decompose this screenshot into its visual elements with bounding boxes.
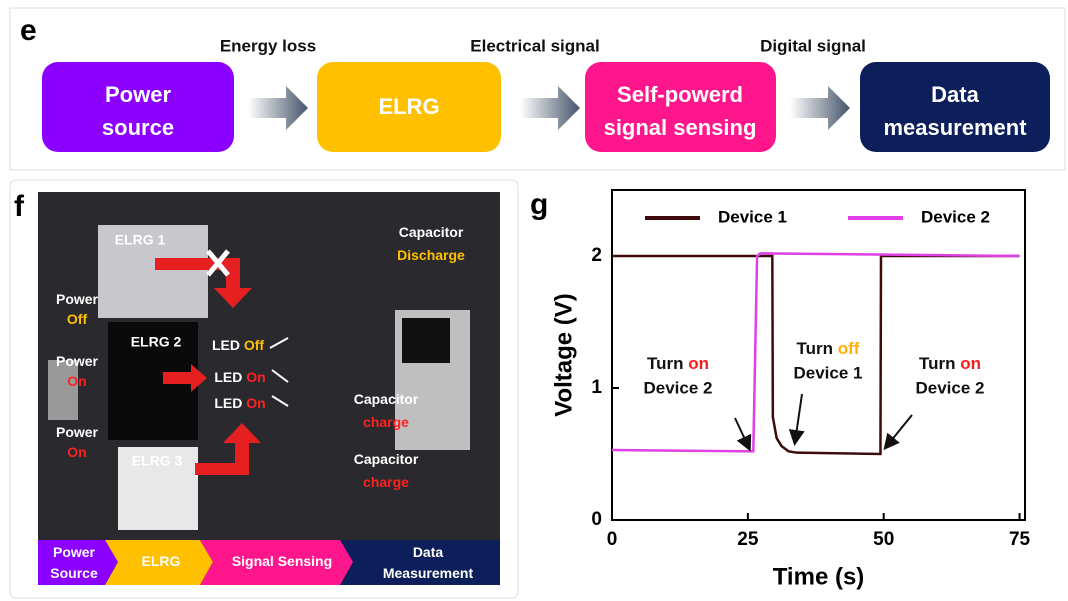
legend-label: Device 2 xyxy=(921,207,990,226)
switch xyxy=(48,360,78,420)
flow-label: ELRG xyxy=(142,553,181,569)
x-axis-label: Time (s) xyxy=(773,563,865,590)
annotation-device: Device 1 xyxy=(794,363,863,382)
figure: e Energy loss Electrical signal Digital … xyxy=(0,0,1068,601)
chart: 0 25 50 75 0 1 2 Time (s) Voltage (V) Device 1 Dev… xyxy=(550,190,1030,590)
annotation-text: Turn xyxy=(919,354,956,373)
annotation-arrow xyxy=(795,394,802,442)
page: e Energy loss Electrical signal Digital … xyxy=(0,0,1068,601)
annotation-text: Turn xyxy=(797,339,834,358)
annotation: Turn on xyxy=(647,354,709,373)
flow-label: Signal Sensing xyxy=(232,553,332,569)
annotation-state: off xyxy=(838,339,860,358)
annotation-device: Device 2 xyxy=(916,378,985,397)
panel-label: f xyxy=(14,190,25,223)
annotation-device: Device 2 xyxy=(644,378,713,397)
x-tick-label: 50 xyxy=(873,529,894,550)
annotation-text: Turn xyxy=(647,354,684,373)
led-label: LED On xyxy=(214,395,265,411)
device-label: ELRG 3 xyxy=(132,453,183,469)
flow-label: Electrical signal xyxy=(470,36,599,55)
x-tick-label: 75 xyxy=(1009,529,1031,550)
screen xyxy=(402,318,450,363)
box-label: ELRG xyxy=(378,94,439,119)
device-label: ELRG 1 xyxy=(115,232,166,248)
flow-label: Digital signal xyxy=(760,36,866,55)
y-tick-label: 1 xyxy=(591,377,602,398)
panel-label: e xyxy=(20,14,37,47)
y-tick-label: 0 xyxy=(591,509,602,530)
panel-label: g xyxy=(530,188,548,221)
annotation-arrow xyxy=(735,418,749,448)
annotation: Turn off xyxy=(797,339,860,358)
y-axis-label: Voltage (V) xyxy=(550,293,577,417)
y-tick-label: 2 xyxy=(591,245,602,266)
annotation-arrow xyxy=(886,415,912,447)
led-label: LED On xyxy=(214,369,265,385)
annotation-state: on xyxy=(688,354,709,373)
flow-label: Energy loss xyxy=(220,36,316,55)
device-label: ELRG 2 xyxy=(131,334,182,350)
annotation: Turn on xyxy=(919,354,981,373)
x-tick-label: 0 xyxy=(607,529,618,550)
annotation-state: on xyxy=(960,354,981,373)
legend-label: Device 1 xyxy=(718,207,787,226)
led-label: LED Off xyxy=(212,337,264,353)
x-tick-label: 25 xyxy=(737,529,759,550)
